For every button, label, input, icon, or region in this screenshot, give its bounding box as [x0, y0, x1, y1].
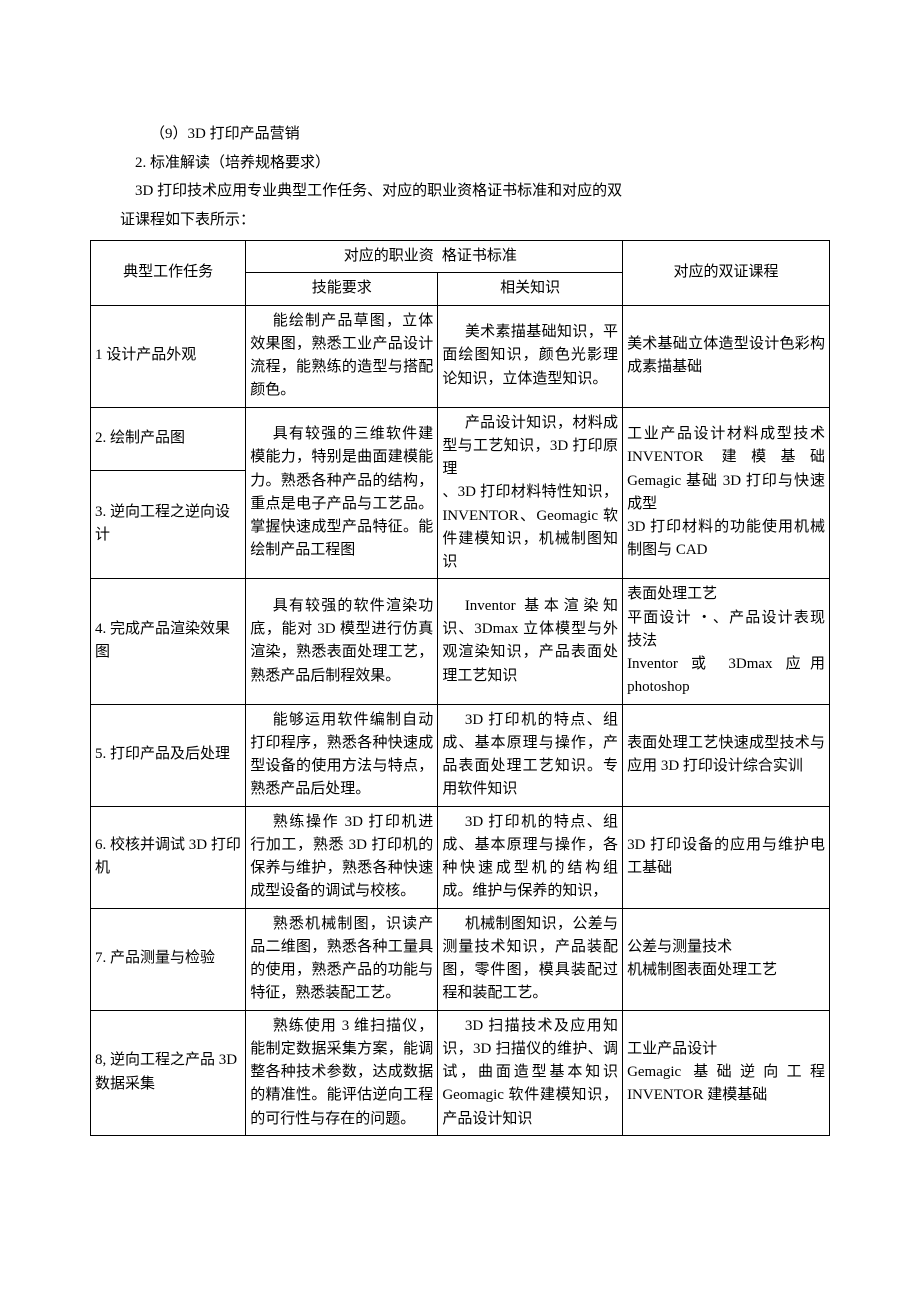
- cell-know: 3D 打印机的特点、组成、基本原理与操作，各种快速成型机的结构组成。维护与保养的…: [438, 806, 623, 908]
- cell-know: 3D 打印机的特点、组成、基本原理与操作，产品表面处理工艺知识。专用软件知识: [438, 704, 623, 806]
- table-row: 8, 逆向工程之产品 3D 数据采集 熟练使用 3 维扫描仪，能制定数据采集方案…: [91, 1010, 830, 1135]
- cell-task: 7. 产品测量与检验: [91, 908, 246, 1010]
- cell-course: 工业产品设计材料成型技术 INVENTOR 建模基础 Gemagic 基础 3D…: [623, 407, 830, 579]
- qualification-table: 典型工作任务 对应的职业资 格证书标准 对应的双证课程 技能要求 相关知识 1 …: [90, 240, 830, 1136]
- cell-task: 3. 逆向工程之逆向设计: [91, 470, 246, 579]
- intro-line-3: 3D 打印技术应用专业典型工作任务、对应的职业资格证书标准和对应的双: [90, 177, 830, 206]
- cell-skill: 熟悉机械制图，识读产品二维图，熟悉各种工量具的使用，熟悉产品的功能与特征，熟悉装…: [246, 908, 438, 1010]
- cell-know: 3D 扫描技术及应用知识，3D 扫描仪的维护、调试，曲面造型基本知识 Geoma…: [438, 1010, 623, 1135]
- hdr-course: 对应的双证课程: [623, 241, 830, 306]
- table-row: 1 设计产品外观 能绘制产品草图，立体效果图，熟悉工业产品设计流程，能熟练的造型…: [91, 305, 830, 407]
- hdr-skill: 技能要求: [246, 273, 438, 305]
- cell-course: 公差与测量技术 机械制图表面处理工艺: [623, 908, 830, 1010]
- table-row: 7. 产品测量与检验 熟悉机械制图，识读产品二维图，熟悉各种工量具的使用，熟悉产…: [91, 908, 830, 1010]
- cell-skill: 能够运用软件编制自动打印程序，熟悉各种快速成型设备的使用方法与特点，熟悉产品后处…: [246, 704, 438, 806]
- cell-course: 表面处理工艺 平面设计 ・、产品设计表现技法 Inventor 或 3Dmax …: [623, 579, 830, 704]
- intro-line-4: 证课程如下表所示：: [90, 206, 830, 235]
- cell-know: 美术素描基础知识，平面绘图知识，颜色光影理论知识，立体造型知识。: [438, 305, 623, 407]
- cell-task: 6. 校核并调试 3D 打印机: [91, 806, 246, 908]
- cell-know: 产品设计知识，材料成型与工艺知识，3D 打印原理 、3D 打印材料特性知识，IN…: [438, 407, 623, 579]
- cell-course: 3D 打印设备的应用与维护电工基础: [623, 806, 830, 908]
- cell-task: 2. 绘制产品图: [91, 407, 246, 470]
- hdr-know: 相关知识: [438, 273, 623, 305]
- hdr-task: 典型工作任务: [91, 241, 246, 306]
- cell-task: 4. 完成产品渲染效果图: [91, 579, 246, 704]
- table-header-row-1: 典型工作任务 对应的职业资 格证书标准 对应的双证课程: [91, 241, 830, 273]
- cell-skill: 熟练使用 3 维扫描仪，能制定数据采集方案，能调整各种技术参数，达成数据的精准性…: [246, 1010, 438, 1135]
- intro-line-1: （9）3D 打印产品营销: [90, 120, 830, 149]
- cell-skill: 熟练操作 3D 打印机进行加工，熟悉 3D 打印机的保养与维护，熟悉各种快速成型…: [246, 806, 438, 908]
- cell-skill: 具有较强的软件渲染功底，能对 3D 模型进行仿真渲染，熟悉表面处理工艺，熟悉产品…: [246, 579, 438, 704]
- table-row: 2. 绘制产品图 具有较强的三维软件建模能力，特别是曲面建模能力。熟悉各种产品的…: [91, 407, 830, 470]
- cell-course: 美术基础立体造型设计色彩构成素描基础: [623, 305, 830, 407]
- cell-task: 1 设计产品外观: [91, 305, 246, 407]
- cell-skill: 具有较强的三维软件建模能力，特别是曲面建模能力。熟悉各种产品的结构，重点是电子产…: [246, 407, 438, 579]
- hdr-qual-top-right: 格证书标准: [438, 241, 623, 273]
- table-row: 5. 打印产品及后处理 能够运用软件编制自动打印程序，熟悉各种快速成型设备的使用…: [91, 704, 830, 806]
- cell-course: 工业产品设计 Gemagic 基础逆向工程 INVENTOR 建模基础: [623, 1010, 830, 1135]
- hdr-qual-top-left: 对应的职业资: [246, 241, 438, 273]
- intro-line-2: 2. 标准解读（培养规格要求）: [90, 149, 830, 178]
- cell-course: 表面处理工艺快速成型技术与应用 3D 打印设计综合实训: [623, 704, 830, 806]
- table-row: 6. 校核并调试 3D 打印机 熟练操作 3D 打印机进行加工，熟悉 3D 打印…: [91, 806, 830, 908]
- cell-task: 5. 打印产品及后处理: [91, 704, 246, 806]
- cell-task: 8, 逆向工程之产品 3D 数据采集: [91, 1010, 246, 1135]
- table-row: 4. 完成产品渲染效果图 具有较强的软件渲染功底，能对 3D 模型进行仿真渲染，…: [91, 579, 830, 704]
- cell-know: Inventor 基本渲染知识、3Dmax 立体模型与外观渲染知识，产品表面处理…: [438, 579, 623, 704]
- cell-know: 机械制图知识，公差与测量技术知识，产品装配图，零件图，模具装配过程和装配工艺。: [438, 908, 623, 1010]
- cell-skill: 能绘制产品草图，立体效果图，熟悉工业产品设计流程，能熟练的造型与搭配颜色。: [246, 305, 438, 407]
